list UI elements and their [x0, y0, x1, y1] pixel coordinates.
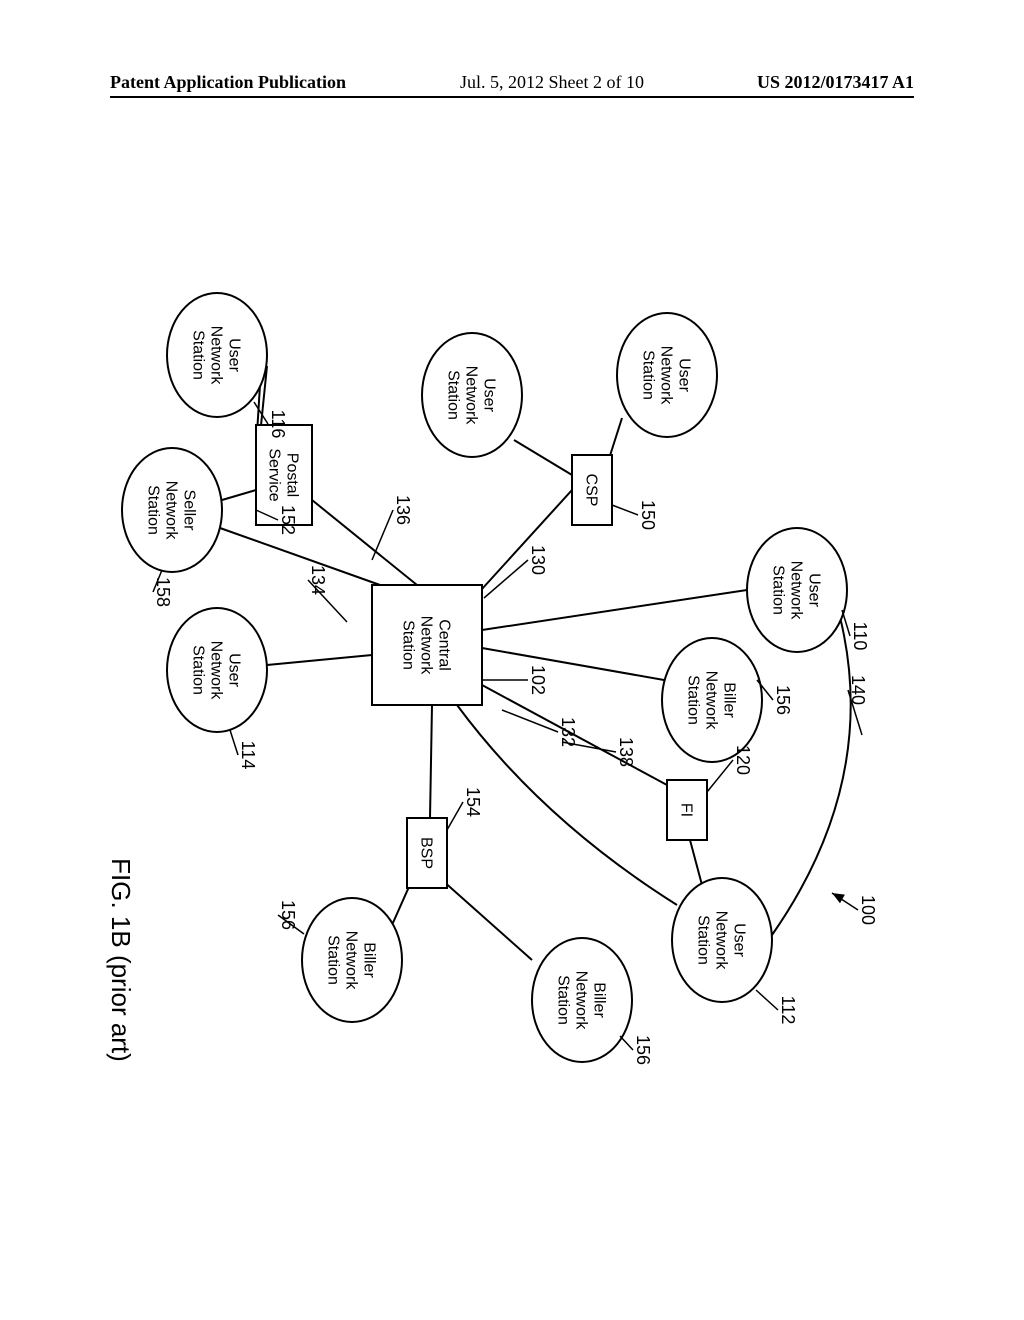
- svg-text:Network: Network: [572, 971, 589, 1031]
- svg-text:Station: Station: [189, 645, 206, 695]
- svg-text:Postal: Postal: [283, 453, 300, 497]
- svg-text:156: 156: [773, 685, 793, 715]
- svg-text:Network: Network: [207, 641, 224, 701]
- svg-text:Network: Network: [162, 481, 179, 541]
- header-center: Jul. 5, 2012 Sheet 2 of 10: [460, 72, 644, 93]
- svg-text:Network: Network: [462, 366, 479, 426]
- svg-text:138: 138: [616, 737, 636, 767]
- svg-text:BSP: BSP: [417, 837, 434, 869]
- svg-text:User: User: [480, 378, 497, 412]
- svg-text:Biller: Biller: [720, 682, 737, 718]
- svg-text:156: 156: [633, 1035, 653, 1065]
- svg-text:Biller: Biller: [590, 982, 607, 1018]
- svg-text:Network: Network: [787, 561, 804, 621]
- svg-text:Station: Station: [554, 975, 571, 1025]
- svg-text:120: 120: [733, 745, 753, 775]
- svg-text:110: 110: [850, 622, 870, 651]
- svg-text:Station: Station: [639, 350, 656, 400]
- svg-text:Seller: Seller: [180, 490, 197, 532]
- svg-text:Network: Network: [342, 931, 359, 991]
- svg-text:130: 130: [528, 545, 548, 575]
- header-rule: [110, 96, 914, 98]
- svg-text:156: 156: [278, 900, 298, 930]
- svg-text:Station: Station: [324, 935, 341, 985]
- svg-text:Station: Station: [444, 370, 461, 420]
- svg-text:154: 154: [463, 787, 483, 817]
- svg-text:116: 116: [268, 410, 288, 439]
- svg-text:Network: Network: [417, 616, 434, 676]
- svg-text:136: 136: [393, 495, 413, 525]
- svg-text:User: User: [225, 653, 242, 687]
- svg-text:Service: Service: [265, 448, 282, 501]
- svg-text:Central: Central: [435, 619, 452, 671]
- page-root: Patent Application Publication Jul. 5, 2…: [0, 0, 1024, 1320]
- svg-text:CSP: CSP: [582, 474, 599, 507]
- svg-text:Network: Network: [702, 671, 719, 731]
- svg-text:Station: Station: [144, 485, 161, 535]
- svg-text:140: 140: [848, 675, 868, 705]
- header-right: US 2012/0173417 A1: [757, 72, 914, 93]
- network-diagram: CentralNetworkStationFICSPPostalServiceB…: [0, 120, 1024, 1300]
- svg-text:User: User: [675, 358, 692, 392]
- svg-text:Station: Station: [684, 675, 701, 725]
- svg-text:Biller: Biller: [360, 942, 377, 978]
- svg-text:Station: Station: [769, 565, 786, 615]
- svg-text:Station: Station: [694, 915, 711, 965]
- svg-text:User: User: [730, 923, 747, 957]
- svg-text:Network: Network: [657, 346, 674, 406]
- svg-text:FIG. 1B (prior art): FIG. 1B (prior art): [106, 858, 136, 1062]
- figure-container: CentralNetworkStationFICSPPostalServiceB…: [0, 120, 1024, 1300]
- svg-text:Station: Station: [189, 330, 206, 380]
- svg-text:134: 134: [308, 565, 328, 595]
- svg-text:Network: Network: [712, 911, 729, 971]
- svg-text:100: 100: [858, 895, 878, 925]
- svg-text:112: 112: [778, 996, 798, 1025]
- svg-text:Station: Station: [399, 620, 416, 670]
- svg-text:FI: FI: [677, 803, 694, 817]
- header: Patent Application Publication Jul. 5, 2…: [0, 0, 1024, 120]
- header-left: Patent Application Publication: [110, 72, 346, 93]
- svg-text:User: User: [805, 573, 822, 607]
- svg-text:158: 158: [153, 577, 173, 607]
- svg-text:152: 152: [278, 505, 298, 535]
- svg-text:User: User: [225, 338, 242, 372]
- svg-text:Network: Network: [207, 326, 224, 386]
- svg-text:150: 150: [638, 500, 658, 530]
- svg-text:102: 102: [528, 665, 548, 695]
- svg-text:114: 114: [238, 741, 258, 770]
